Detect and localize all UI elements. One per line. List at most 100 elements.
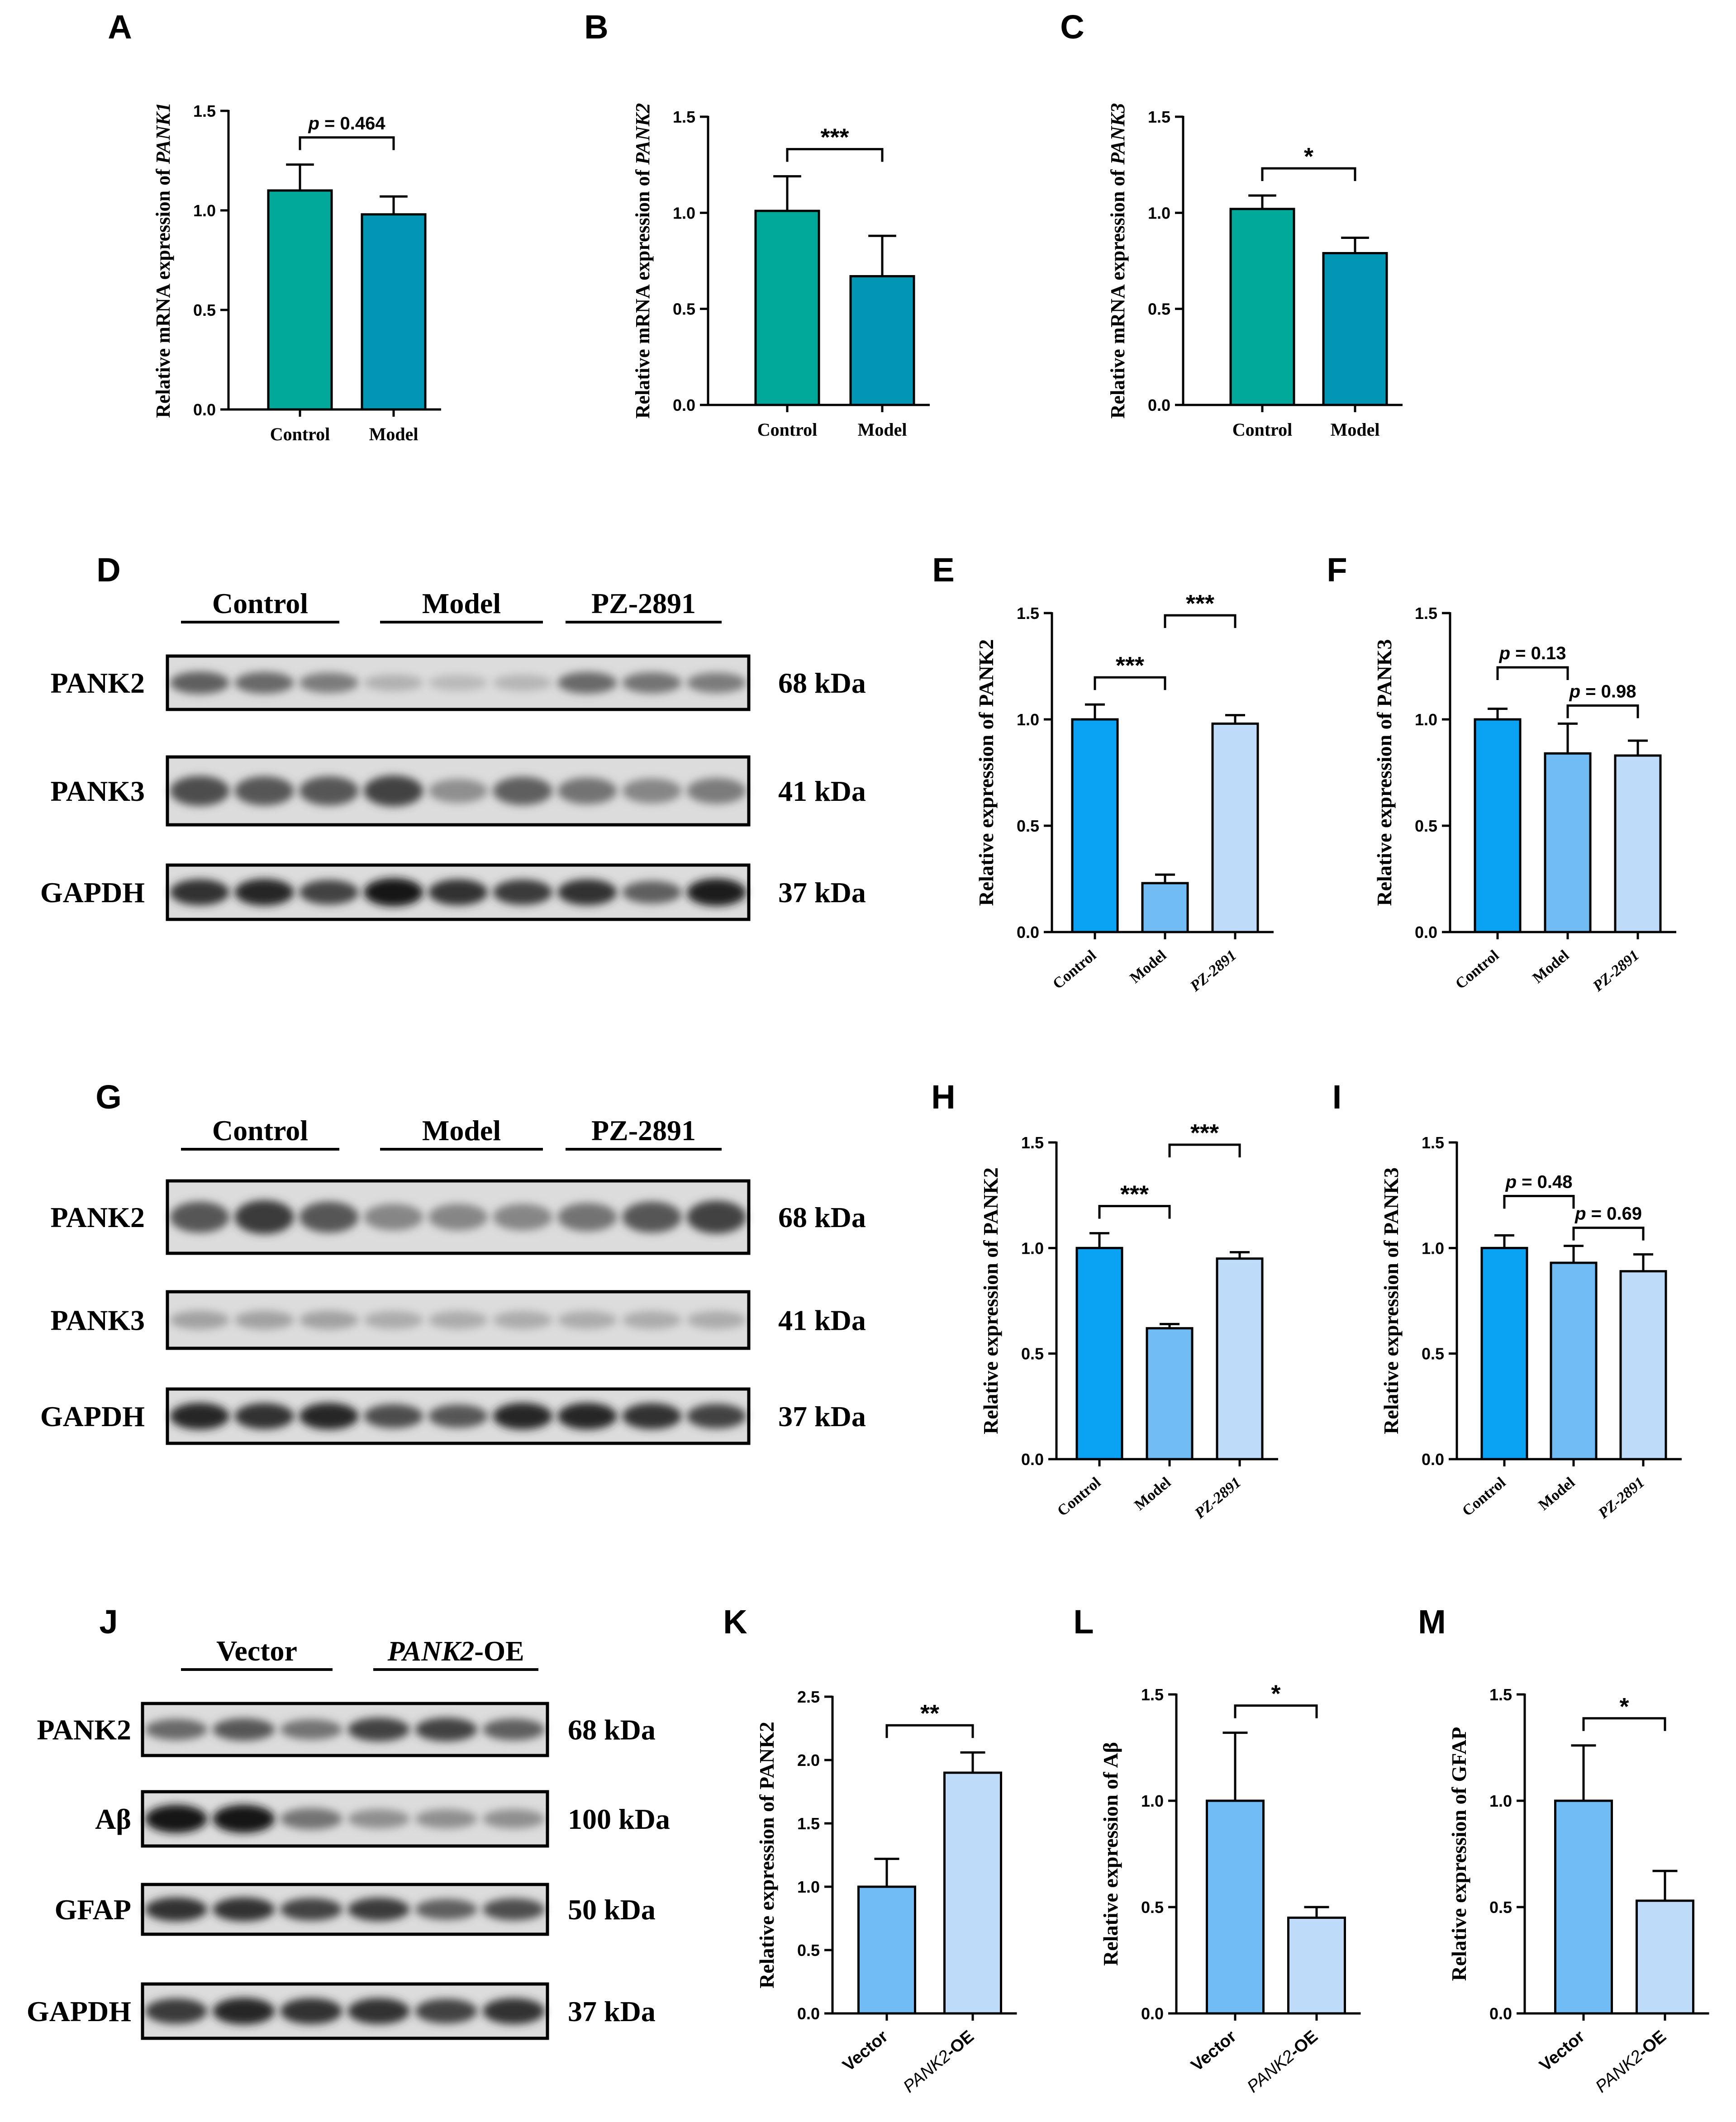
p-symbol: p bbox=[1505, 1172, 1517, 1192]
bar-l-1 bbox=[1287, 1917, 1346, 2015]
significance-bracket-l bbox=[1234, 1704, 1318, 1718]
blot-band-d bbox=[428, 675, 488, 691]
blot-size-label-j: 37 kDa bbox=[568, 1995, 656, 2027]
blot-band-g bbox=[364, 1204, 423, 1231]
blot-frame-g bbox=[166, 1387, 751, 1445]
significance-bracket-c bbox=[1261, 167, 1356, 181]
blot-size-label-j: 68 kDa bbox=[568, 1714, 656, 1746]
y-tick-label-e: 1.0 bbox=[1017, 710, 1039, 729]
panel-letter-d: D bbox=[96, 551, 120, 589]
x-tick-label-h: Model bbox=[1131, 1474, 1174, 1514]
y-tick-label-b: 0.5 bbox=[673, 300, 695, 319]
blot-band-j bbox=[213, 1897, 275, 1922]
p-symbol: p bbox=[1569, 681, 1580, 701]
bar-b-0 bbox=[754, 209, 820, 406]
bar-k-0 bbox=[857, 1885, 916, 2015]
bar-k-1 bbox=[943, 1771, 1002, 2015]
x-tick-label-a: Control bbox=[270, 424, 330, 444]
x-tick-label-l: PANK2-OE bbox=[1244, 2027, 1322, 2097]
p-value: = 0.69 bbox=[1586, 1204, 1642, 1224]
blot-band-g bbox=[428, 1404, 488, 1428]
panel-letter-f: F bbox=[1327, 551, 1347, 589]
p-value: = 0.48 bbox=[1517, 1172, 1572, 1192]
blot-band-j bbox=[347, 1809, 410, 1829]
blot-band-g bbox=[428, 1204, 488, 1231]
significance-label-a: p = 0.464 bbox=[308, 114, 385, 133]
bar-a-0 bbox=[267, 189, 333, 411]
significance-label-c: * bbox=[1304, 143, 1313, 170]
blot-d: Control Model PZ-2891 PANK2 68 kDa PANK3 41 kD… bbox=[40, 587, 866, 921]
significance-bracket-e bbox=[1164, 614, 1237, 628]
blot-band-g bbox=[234, 1200, 294, 1234]
bar-c-0 bbox=[1229, 208, 1295, 406]
y-tick-label-i: 0.5 bbox=[1422, 1345, 1444, 1363]
y-tick-label-m: 1.5 bbox=[1489, 1685, 1512, 1704]
chart-i: 0.0 0.5 1.0 1.5 Relative expression of PANK3… bbox=[1379, 1133, 1682, 1522]
blot-protein-label-g: GAPDH bbox=[40, 1400, 145, 1432]
y-axis-label-gene: PANK2 bbox=[632, 103, 654, 165]
blot-band-j bbox=[145, 1998, 208, 2024]
blot-band-j bbox=[347, 1998, 410, 2024]
blot-frame-j bbox=[141, 1883, 549, 1936]
significance-label-m: * bbox=[1619, 1693, 1629, 1720]
y-axis-label-i: Relative expression of PANK3 bbox=[1379, 1167, 1403, 1434]
blot-band-j bbox=[415, 1998, 477, 2024]
significance-label-k: ** bbox=[920, 1700, 939, 1727]
x-tick-label-b: Control bbox=[757, 419, 818, 440]
y-tick-label-k: 2.0 bbox=[797, 1751, 820, 1770]
y-tick-label-k: 0.0 bbox=[797, 2004, 820, 2023]
blot-band-d bbox=[622, 880, 682, 904]
blot-band-g bbox=[170, 1403, 230, 1430]
blot-group-label-j: Vector bbox=[216, 1635, 297, 1667]
y-tick-label-h: 0.5 bbox=[1021, 1345, 1044, 1363]
blot-protein-label-j: GAPDH bbox=[27, 1995, 131, 2027]
blot-band-g bbox=[364, 1404, 423, 1428]
chart-a: 0.0 0.5 1.0 1.5 Relative mRNA expression of … bbox=[152, 102, 441, 444]
x-tick-label-f: Control bbox=[1452, 947, 1502, 993]
bar-e-2 bbox=[1211, 722, 1259, 933]
panel-letter-b: B bbox=[584, 8, 608, 46]
blot-band-g bbox=[493, 1403, 552, 1430]
y-tick-label-a: 0.5 bbox=[193, 301, 216, 319]
blot-frame-d bbox=[166, 863, 751, 921]
x-tick-label-m: PANK2-OE bbox=[1592, 2027, 1670, 2097]
chart-c: 0.0 0.5 1.0 1.5 Relative mRNA expression of … bbox=[1107, 103, 1403, 440]
blot-band-j bbox=[280, 1998, 342, 2024]
blot-band-d bbox=[299, 672, 359, 693]
blot-band-d bbox=[557, 879, 617, 905]
blot-band-g bbox=[557, 1203, 617, 1232]
x-tick-label-k: Vector bbox=[839, 2027, 892, 2075]
blot-size-label-d: 68 kDa bbox=[778, 667, 866, 699]
blot-frame-g bbox=[166, 1290, 751, 1350]
blot-band-d bbox=[170, 671, 230, 694]
blot-protein-label-d: PANK3 bbox=[50, 775, 145, 807]
y-tick-label-m: 0.5 bbox=[1489, 1898, 1512, 1917]
y-axis-label-text: Relative mRNA expression of bbox=[1107, 165, 1129, 419]
x-tick-label-h: PZ-2891 bbox=[1191, 1474, 1244, 1523]
blot-band-d bbox=[299, 880, 359, 905]
blot-band-g bbox=[299, 1310, 359, 1330]
x-tick-label-h: Control bbox=[1054, 1474, 1104, 1520]
y-tick-label-b: 1.5 bbox=[673, 108, 695, 126]
blot-membrane-j bbox=[141, 1702, 549, 1757]
y-tick-label-l: 1.5 bbox=[1141, 1685, 1164, 1704]
y-tick-label-k: 2.5 bbox=[797, 1688, 820, 1706]
x-tick-label-i: PZ-2891 bbox=[1595, 1474, 1648, 1523]
blot-band-j bbox=[347, 1898, 410, 1921]
y-axis-label-f: Relative expression of PANK3 bbox=[1373, 639, 1396, 906]
blot-frame-j bbox=[141, 1790, 549, 1848]
blot-frame-j bbox=[141, 1982, 549, 2040]
blot-group-suffix: -OE bbox=[474, 1636, 524, 1667]
bar-a-1 bbox=[361, 213, 427, 411]
blot-band-g bbox=[686, 1200, 747, 1234]
y-tick-label-e: 0.5 bbox=[1017, 817, 1039, 835]
x-tick-label-gene: PANK2 bbox=[900, 2046, 954, 2096]
significance-label-h: *** bbox=[1120, 1181, 1149, 1208]
y-axis-label-e: Relative expression of PANK2 bbox=[975, 639, 998, 906]
y-axis-label-m: Relative expression of GFAP bbox=[1447, 1727, 1470, 1981]
x-tick-label-f: PZ-2891 bbox=[1589, 947, 1642, 995]
panel-letter-g: G bbox=[95, 1078, 122, 1116]
y-tick-label-a: 1.5 bbox=[193, 102, 216, 120]
blot-group-label-g: PZ-2891 bbox=[591, 1114, 696, 1147]
